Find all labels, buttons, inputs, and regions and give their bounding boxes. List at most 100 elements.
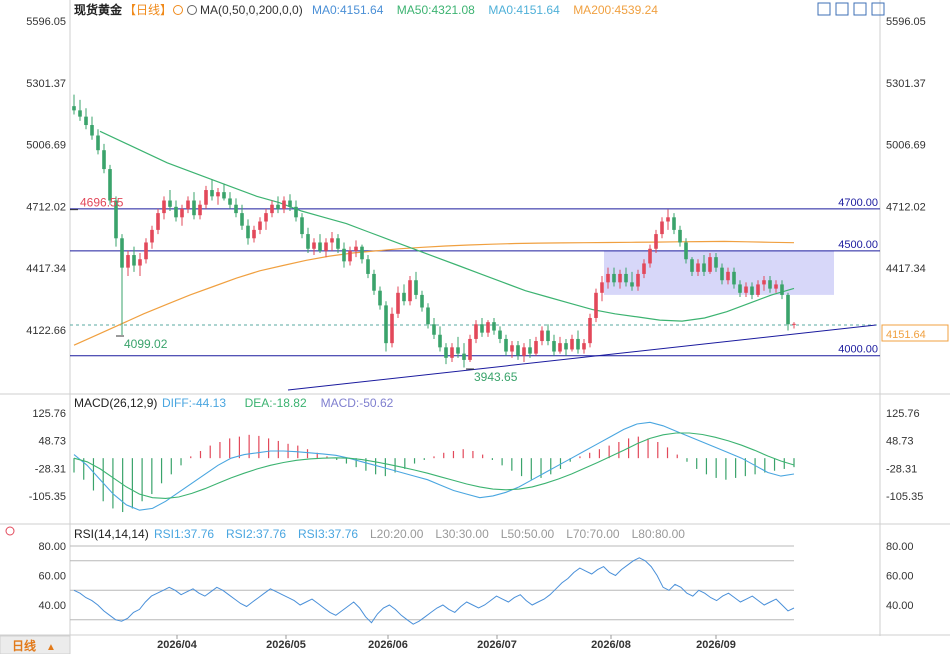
candle-body-92 xyxy=(624,273,628,283)
candle-body-67 xyxy=(474,324,478,339)
candle-body-5 xyxy=(102,150,106,170)
layers-icon[interactable] xyxy=(853,2,867,16)
macd-legend-0: DIFF:-44.13 xyxy=(162,396,226,410)
expand-icon[interactable] xyxy=(835,2,849,16)
candle-body-105 xyxy=(702,263,706,272)
candle-body-78 xyxy=(540,330,544,342)
candle-body-79 xyxy=(546,330,550,342)
candle-body-68 xyxy=(480,324,484,333)
candle-body-88 xyxy=(600,282,604,293)
candle-body-12 xyxy=(144,242,148,260)
rsi-line xyxy=(73,557,795,625)
candle-body-22 xyxy=(204,190,208,205)
low-annotation-2: 3943.65 xyxy=(474,370,518,384)
settings-icon[interactable] xyxy=(173,5,183,15)
candle-body-112 xyxy=(744,286,748,293)
candle-body-71 xyxy=(498,330,502,339)
date-label-1: 2026/05 xyxy=(266,639,306,651)
candle-body-64 xyxy=(456,347,460,354)
last-price-label: 4151.64 xyxy=(886,329,926,341)
candle-body-59 xyxy=(426,307,430,325)
candle-body-13 xyxy=(150,229,154,243)
candle-body-31 xyxy=(258,221,262,230)
candle-body-76 xyxy=(528,347,532,354)
macd-legend-2: MACD:-50.62 xyxy=(321,396,394,410)
candle-body-118 xyxy=(780,284,784,295)
rsi-tick-left-0: 80.00 xyxy=(38,541,66,553)
candle-body-0 xyxy=(72,106,76,111)
ma200-line xyxy=(73,240,795,346)
candle-body-115 xyxy=(762,280,766,285)
candle-body-120 xyxy=(792,323,796,325)
candle-body-99 xyxy=(666,217,670,222)
candle-body-11 xyxy=(138,259,142,266)
level-label-0: 4700.00 xyxy=(838,197,878,209)
candle-body-40 xyxy=(312,242,316,249)
ma-value-3: MA200:4539.24 xyxy=(573,3,658,17)
ma-value-2: MA0:4151.64 xyxy=(488,3,560,17)
y-tick-right-3: 4712.02 xyxy=(886,201,926,213)
rsi-legend-3: L20:20.00 xyxy=(370,527,424,541)
macd-tick-left-3: -105.35 xyxy=(29,491,66,503)
candle-body-41 xyxy=(318,242,322,251)
candle-body-84 xyxy=(576,338,580,350)
rsi-settings-icon[interactable] xyxy=(5,526,15,536)
candle-body-44 xyxy=(336,238,340,249)
candle-body-104 xyxy=(696,263,700,272)
rsi-tick-left-2: 40.00 xyxy=(38,600,66,612)
candle-body-77 xyxy=(534,341,538,354)
macd-tick-right-3: -105.35 xyxy=(886,491,923,503)
visibility-icon[interactable] xyxy=(187,5,197,15)
image-icon[interactable] xyxy=(871,2,885,16)
candle-body-26 xyxy=(228,198,232,205)
candle-body-66 xyxy=(468,338,472,360)
candle-body-74 xyxy=(516,345,520,356)
candle-body-81 xyxy=(558,343,562,352)
candle-body-46 xyxy=(348,250,352,262)
candle-body-43 xyxy=(330,238,334,243)
macd-dea-line xyxy=(73,432,795,499)
candle-body-73 xyxy=(510,345,514,352)
candle-body-16 xyxy=(168,200,172,207)
candle-body-106 xyxy=(708,257,712,272)
y-tick-right-0: 5596.05 xyxy=(886,16,926,28)
candle-body-23 xyxy=(210,190,214,197)
date-label-3: 2026/07 xyxy=(477,639,517,651)
rsi-tick-right-1: 60.00 xyxy=(886,571,914,583)
candle-body-91 xyxy=(618,273,622,283)
candle-body-63 xyxy=(450,347,454,358)
candle-body-107 xyxy=(714,257,718,268)
candle-body-50 xyxy=(372,273,376,291)
low-annotation-1: 4099.02 xyxy=(124,337,168,351)
candle-body-30 xyxy=(252,229,256,239)
candle-body-18 xyxy=(180,208,184,218)
ma50-line xyxy=(99,130,795,322)
candle-body-95 xyxy=(642,263,646,274)
candle-body-109 xyxy=(726,271,730,281)
y-tick-left-2: 5006.69 xyxy=(26,140,66,152)
candle-body-58 xyxy=(420,294,424,308)
period-button-arrow: ▲ xyxy=(46,642,56,653)
candle-body-53 xyxy=(390,313,394,344)
candle-body-1 xyxy=(78,110,82,117)
date-label-4: 2026/08 xyxy=(591,639,631,651)
candle-body-36 xyxy=(288,200,292,207)
y-tick-right-1: 5301.37 xyxy=(886,78,926,90)
rsi-legend-4: L30:30.00 xyxy=(435,527,489,541)
candle-body-21 xyxy=(198,204,202,216)
candle-body-37 xyxy=(294,206,298,218)
high-annotation: 4696.55 xyxy=(80,196,124,210)
candle-body-38 xyxy=(300,217,304,235)
y-tick-left-4: 4417.34 xyxy=(26,263,66,275)
candle-body-93 xyxy=(630,282,634,287)
candle-body-55 xyxy=(402,292,406,302)
candle-body-24 xyxy=(216,192,220,197)
candle-body-20 xyxy=(192,200,196,216)
y-tick-left-1: 5301.37 xyxy=(26,78,66,90)
candle-body-52 xyxy=(384,305,388,344)
candle-body-72 xyxy=(504,338,508,352)
crosshair-icon[interactable] xyxy=(817,2,831,16)
candle-body-4 xyxy=(96,135,100,151)
